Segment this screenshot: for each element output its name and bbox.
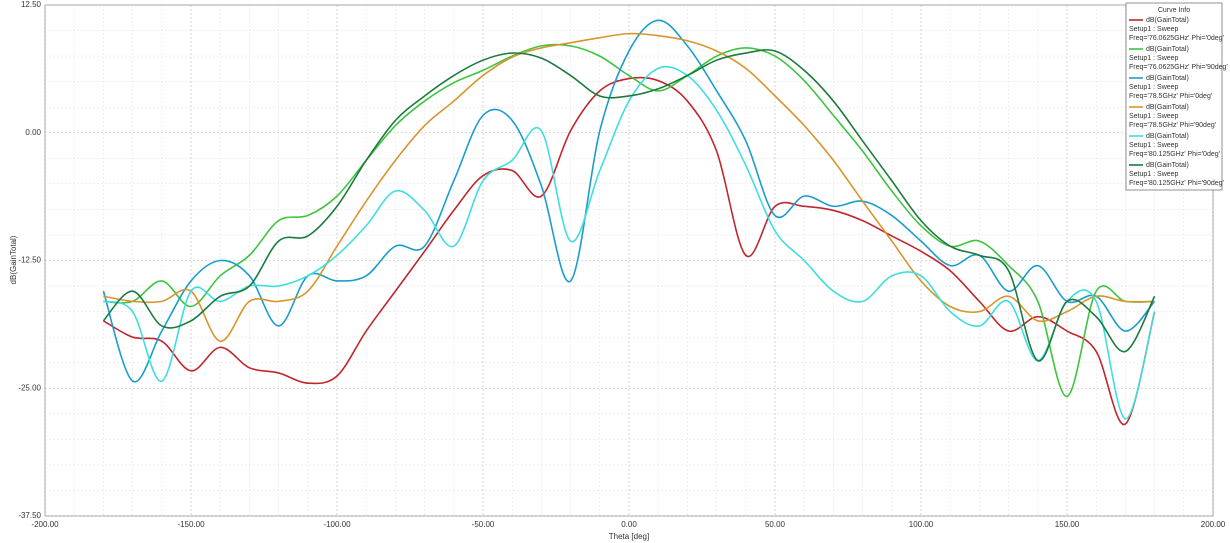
y-tick-label: -12.50 — [18, 256, 41, 265]
legend-entry: dB(GainTotal) — [1146, 17, 1189, 24]
legend-entry: dB(GainTotal) — [1146, 75, 1189, 82]
legend-entry: dB(GainTotal) — [1146, 133, 1189, 140]
legend: Curve Info dB(GainTotal) Setup1 : Sweep Fr… — [1125, 2, 1228, 191]
legend-entry: dB(GainTotal) — [1146, 162, 1189, 169]
x-tick-label: -150.00 — [177, 520, 205, 529]
legend-entry-detail: Freq='76.0625GHz' Phi='0deg' — [1129, 35, 1224, 42]
curve — [103, 32, 1155, 343]
x-tick-label: 100.00 — [909, 520, 934, 529]
legend-entry-detail: Freq='78.5GHz' Phi='90deg' — [1129, 122, 1216, 129]
legend-entry-detail: Freq='80.125GHz' Phi='90deg' — [1129, 180, 1224, 187]
curve — [103, 43, 1155, 398]
legend-title: Curve Info — [1158, 7, 1190, 14]
legend-entry-detail: Setup1 : Sweep — [1129, 171, 1179, 178]
curve — [103, 65, 1156, 420]
y-tick-label: -25.00 — [18, 383, 41, 392]
legend-entry-detail: Setup1 : Sweep — [1129, 55, 1179, 62]
legend-entry-detail: Freq='80.125GHz' Phi='0deg' — [1129, 151, 1220, 158]
curve — [102, 19, 1156, 383]
x-tick-label: 50.00 — [765, 520, 786, 529]
legend-entry-detail: Setup1 : Sweep — [1129, 142, 1179, 149]
x-tick-label: 0.00 — [621, 520, 637, 529]
legend-box — [1125, 2, 1223, 191]
x-tick-label: -50.00 — [472, 520, 495, 529]
y-tick-label: -37.50 — [18, 511, 41, 520]
x-tick-label: 200.00 — [1201, 520, 1226, 529]
legend-entry-detail: Setup1 : Sweep — [1129, 84, 1179, 91]
legend-entry-detail: Setup1 : Sweep — [1129, 113, 1179, 120]
x-tick-label: -200.00 — [31, 520, 59, 529]
curve — [103, 76, 1156, 425]
curve — [102, 49, 1156, 362]
x-axis-label: Theta [deg] — [609, 532, 649, 541]
legend-entry: dB(GainTotal) — [1146, 104, 1189, 111]
x-tick-label: 150.00 — [1055, 520, 1080, 529]
legend-entry-detail: Freq='76.0625GHz' Phi='90deg' — [1129, 64, 1228, 71]
x-tick-label: -100.00 — [323, 520, 351, 529]
y-tick-label: 12.50 — [21, 0, 42, 9]
legend-entry-detail: Freq='78.5GHz' Phi='0deg' — [1129, 93, 1212, 100]
legend-entry: dB(GainTotal) — [1146, 46, 1189, 53]
legend-entry-detail: Setup1 : Sweep — [1129, 26, 1179, 33]
y-tick-label: 0.00 — [25, 128, 41, 137]
y-axis-label: dB(GainTotal) — [9, 235, 18, 284]
